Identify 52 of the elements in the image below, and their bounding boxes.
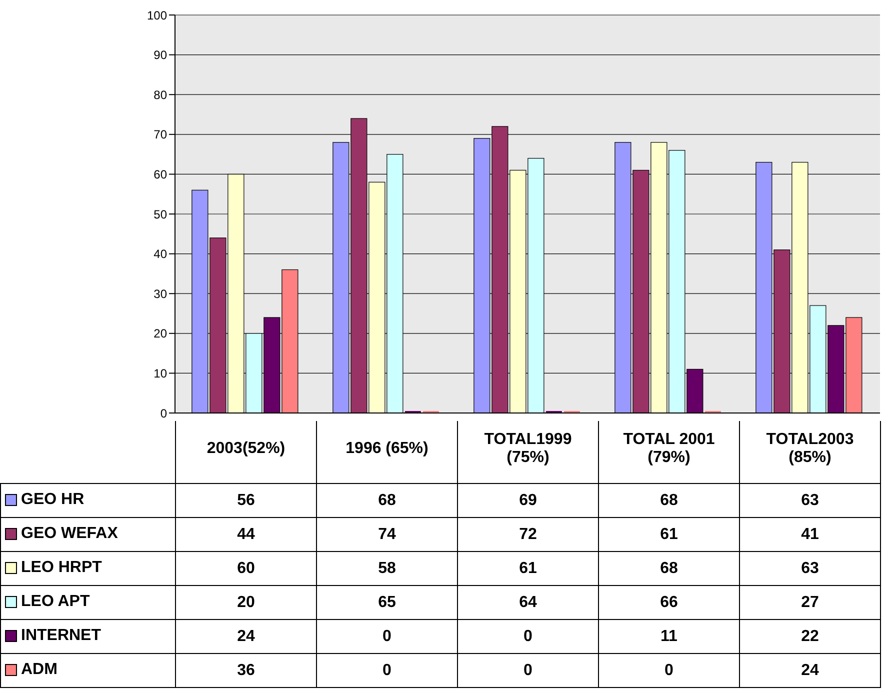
data-label: 74: [316, 518, 458, 552]
data-label: 63: [740, 484, 880, 518]
legend-label: LEO HRPT: [21, 559, 102, 576]
x-tick-label: 1996 (65%): [316, 414, 458, 484]
data-label: 66: [598, 586, 740, 620]
data-label: 24: [740, 654, 880, 688]
data-label: 0: [458, 620, 598, 654]
y-tick-label: 0: [160, 406, 168, 420]
data-label: 72: [458, 518, 598, 552]
data-label: 68: [598, 484, 740, 518]
y-tick-label: 80: [154, 88, 168, 102]
data-label: 27: [740, 586, 880, 620]
x-tick-label: 2003(52%): [176, 414, 316, 484]
data-label: 24: [176, 620, 316, 654]
legend-label: INTERNET: [21, 627, 101, 644]
data-label: 69: [458, 484, 598, 518]
data-label: 44: [176, 518, 316, 552]
x-tick-label: TOTAL1999 (75%): [458, 414, 598, 484]
data-label: 0: [598, 654, 740, 688]
data-label: 61: [458, 552, 598, 586]
legend-label: LEO APT: [21, 593, 90, 610]
data-label: 64: [458, 586, 598, 620]
y-tick-label: 90: [154, 48, 168, 62]
data-label: 0: [316, 654, 458, 688]
legend-label: GEO HR: [21, 491, 84, 508]
y-tick-label: 60: [154, 167, 168, 182]
data-label: 0: [458, 654, 598, 688]
data-label: 56: [176, 484, 316, 518]
data-label: 36: [176, 654, 316, 688]
x-tick-label: TOTAL 2001 (79%): [598, 414, 740, 484]
y-tick-label: 20: [154, 326, 168, 341]
data-label: 58: [316, 552, 458, 586]
data-label: 41: [740, 518, 880, 552]
data-label: 0: [316, 620, 458, 654]
x-tick-label: TOTAL2003 (85%): [740, 414, 880, 484]
y-tick-label: 10: [154, 366, 168, 380]
data-label: 68: [316, 484, 458, 518]
data-label: 11: [598, 620, 740, 654]
y-tick-label: 40: [154, 247, 168, 262]
data-label: 60: [176, 552, 316, 586]
data-label: 61: [598, 518, 740, 552]
y-tick-label: 30: [154, 286, 168, 301]
y-tick-label: 50: [154, 207, 168, 222]
legend-label: GEO WEFAX: [21, 525, 118, 542]
y-tick-label: 100: [146, 8, 168, 22]
data-label: 22: [740, 620, 880, 654]
legend-label: ADM: [21, 661, 58, 678]
data-label: 63: [740, 552, 880, 586]
data-label: 68: [598, 552, 740, 586]
data-label: 20: [176, 586, 316, 620]
y-tick-label: 70: [154, 128, 168, 142]
data-label: 65: [316, 586, 458, 620]
